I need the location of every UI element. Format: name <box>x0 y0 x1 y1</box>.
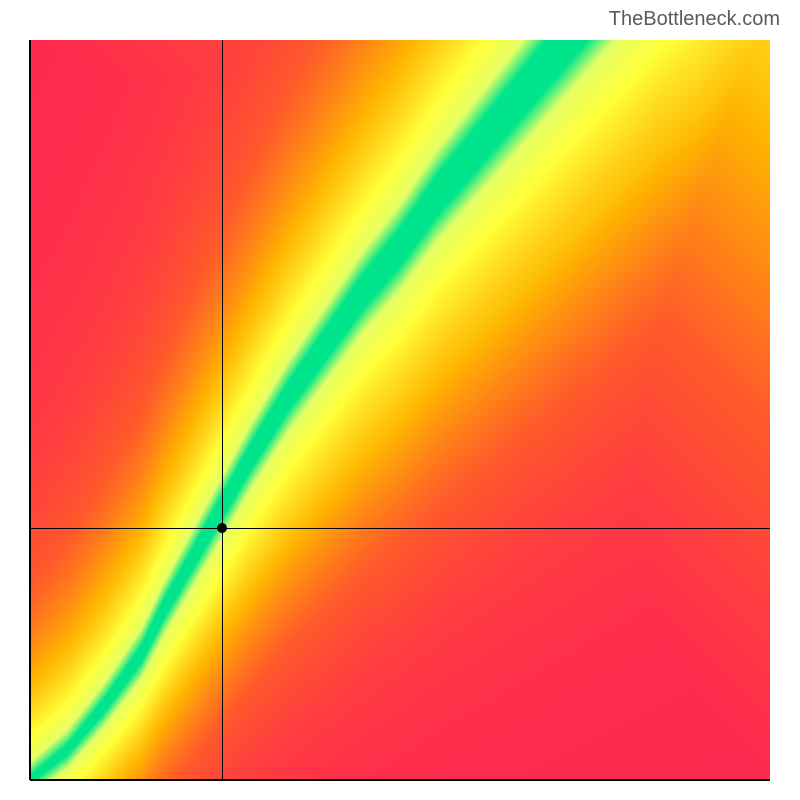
heatmap-canvas <box>30 40 770 780</box>
heatmap-chart <box>30 40 770 780</box>
axis-bottom <box>30 779 770 781</box>
watermark-text: TheBottleneck.com <box>609 8 780 31</box>
axis-left <box>29 40 31 780</box>
